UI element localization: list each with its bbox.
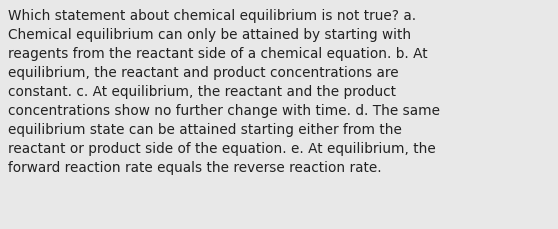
Text: Which statement about chemical equilibrium is not true? a.
Chemical equilibrium : Which statement about chemical equilibri…	[8, 9, 440, 174]
